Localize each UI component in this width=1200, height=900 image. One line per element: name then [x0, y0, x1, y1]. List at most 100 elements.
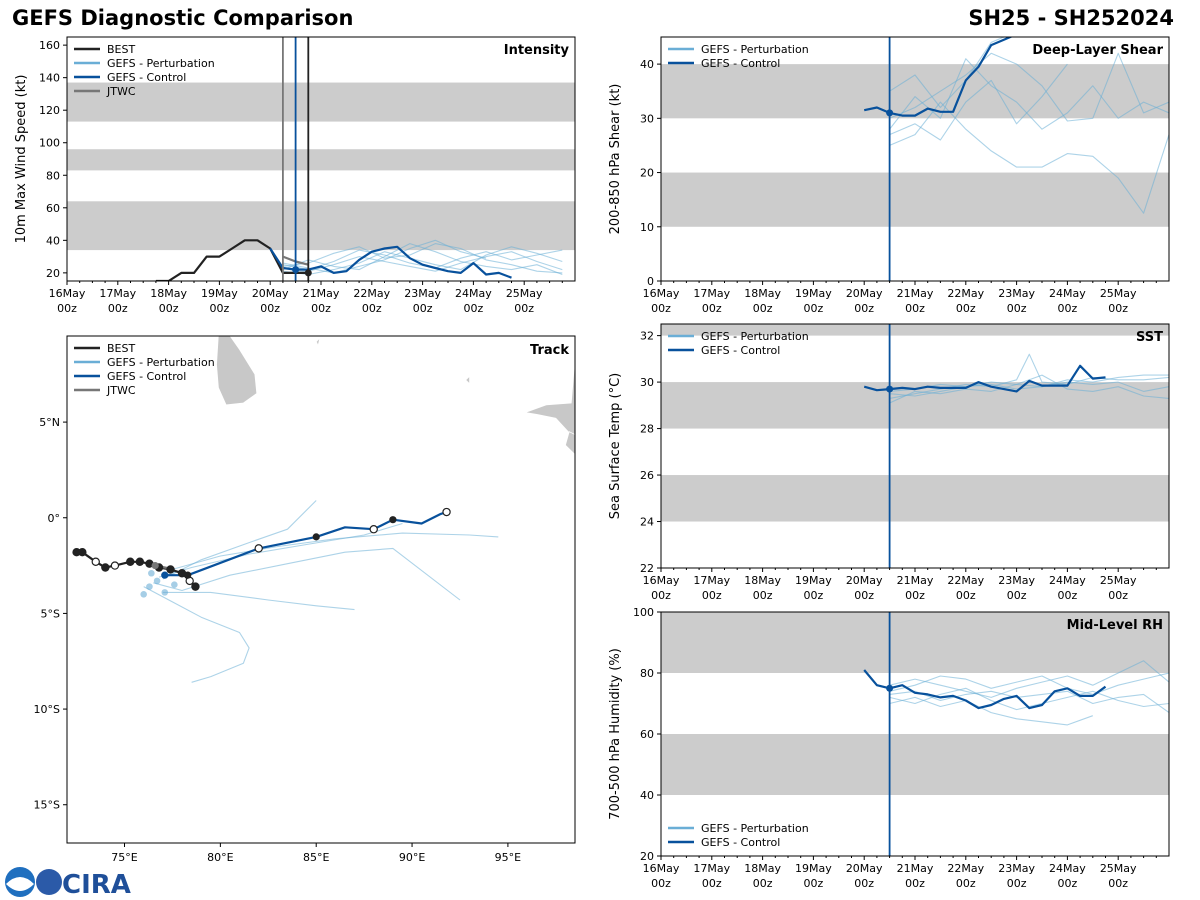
x-tick-day: 17May	[693, 862, 730, 875]
best-track-marker	[110, 561, 120, 570]
x-tick-hour: 00z	[260, 302, 280, 315]
y-tick-label: 20	[46, 267, 60, 280]
series-line-gefs-perturbation-6	[282, 239, 487, 274]
x-tick-hour: 00z	[1058, 589, 1078, 602]
x-tick-hour: 00z	[514, 302, 534, 315]
panel-title: Mid-Level RH	[1067, 618, 1163, 633]
jtwc-marker	[151, 561, 159, 570]
x-tick-hour: 00z	[362, 302, 382, 315]
best-track-marker	[101, 563, 110, 572]
y-tick-label: 40	[640, 58, 654, 71]
x-tick-hour: 00z	[210, 302, 230, 315]
track-line-best	[76, 551, 197, 588]
track-line-gefs-perturbation-5	[172, 532, 499, 570]
series-line-gefs-perturbation-4	[889, 696, 1093, 726]
lon-tick-label: 80°E	[207, 851, 233, 864]
x-tick-hour: 00z	[753, 877, 773, 890]
series-line-gefs-perturbation-1	[889, 52, 1169, 122]
intensity-panel: 20 40 60 80 100 120 140 160 16May 00z 17May 00z 18Ma…	[14, 36, 576, 315]
y-axis-label: 200-850 hPa Shear (kt)	[608, 84, 623, 235]
x-tick-day: 20May	[846, 574, 883, 587]
x-tick-hour: 00z	[702, 302, 722, 315]
x-tick-hour: 00z	[1007, 877, 1027, 890]
series-line-gefs-perturbation-5	[889, 63, 1068, 141]
control-init-marker	[886, 684, 894, 692]
y-tick-label: 100	[39, 137, 60, 150]
series-line-gefs-perturbation-2	[889, 687, 1169, 711]
x-tick-day: 19May	[795, 574, 832, 587]
best-track-marker	[191, 582, 200, 591]
y-tick-label: 40	[640, 789, 654, 802]
threshold-band	[67, 82, 575, 122]
x-tick-day: 17May	[693, 287, 730, 300]
lon-tick-label: 75°E	[111, 851, 137, 864]
x-tick-day: 16May	[643, 862, 680, 875]
legend-label: GEFS - Perturbation	[107, 356, 215, 369]
threshold-band	[661, 612, 1169, 673]
control-init-marker	[886, 109, 894, 117]
x-tick-day: 18May	[744, 287, 781, 300]
best-track-marker	[78, 547, 87, 557]
series-line-gefs-perturbation-4	[889, 374, 1169, 392]
x-tick-day: 24May	[1049, 287, 1086, 300]
y-axis-label: Sea Surface Temp (°C)	[608, 373, 623, 520]
x-tick-hour: 00z	[753, 302, 773, 315]
series-line-gefs-perturbation-1	[889, 353, 1169, 399]
threshold-band	[67, 149, 575, 171]
x-tick-day: 25May	[1100, 862, 1137, 875]
nicobar-land	[465, 375, 471, 385]
x-tick-hour: 00z	[1058, 302, 1078, 315]
y-tick-label: 10	[640, 221, 654, 234]
x-tick-hour: 00z	[753, 589, 773, 602]
threshold-band	[661, 475, 1169, 522]
track-line-gefs-perturbation-3	[143, 586, 250, 683]
series-line-gefs-perturbation-3	[282, 251, 563, 274]
series-line-gefs-perturbation-2	[889, 381, 1169, 397]
legend-label: BEST	[107, 342, 135, 355]
lat-tick-label: 15°S	[34, 799, 60, 812]
x-tick-hour: 00z	[651, 302, 671, 315]
y-tick-label: 24	[640, 516, 654, 529]
series-line-gefs-control	[863, 364, 1106, 393]
x-tick-day: 19May	[795, 862, 832, 875]
plot-area	[67, 37, 575, 281]
legend-label: GEFS - Control	[107, 71, 186, 84]
rh-panel: 20 40 60 80 100 16May 00z 17May 00z 18May 00z 19May…	[608, 606, 1170, 890]
x-tick-day: 25May	[506, 287, 543, 300]
x-tick-hour: 00z	[651, 877, 671, 890]
legend-label: GEFS - Perturbation	[701, 43, 809, 56]
x-tick-hour: 00z	[57, 302, 77, 315]
control-track-marker	[254, 544, 263, 553]
plot-area	[661, 612, 1169, 856]
x-tick-day: 22May	[353, 287, 390, 300]
cira-logo-text: CIRA	[62, 870, 131, 900]
series-line-gefs-control	[269, 245, 512, 279]
x-tick-day: 18May	[744, 862, 781, 875]
y-tick-label: 30	[640, 376, 654, 389]
x-tick-hour: 00z	[905, 877, 925, 890]
x-tick-day: 18May	[744, 574, 781, 587]
panel-title: SST	[1136, 330, 1163, 345]
y-tick-label: 120	[39, 104, 60, 117]
x-tick-hour: 00z	[651, 589, 671, 602]
x-tick-day: 21May	[303, 287, 340, 300]
x-tick-day: 23May	[404, 287, 441, 300]
y-tick-label: 140	[39, 72, 60, 85]
island-land	[315, 336, 321, 347]
lon-tick-label: 95°E	[495, 851, 521, 864]
x-tick-hour: 00z	[464, 302, 484, 315]
plot-area	[661, 37, 1169, 281]
y-axis-label: 10m Max Wind Speed (kt)	[14, 75, 29, 244]
x-tick-hour: 00z	[956, 877, 976, 890]
control-track-marker	[442, 507, 451, 517]
series-line-gefs-control	[863, 669, 1107, 710]
x-tick-day: 21May	[897, 862, 934, 875]
track-line-gefs-perturbation-4	[162, 591, 355, 611]
x-tick-hour: 00z	[1108, 302, 1128, 315]
x-tick-hour: 00z	[1108, 589, 1128, 602]
track-panel: 75°E 80°E 85°E 90°E 95°E 5°N 0° 5°S 10°S 15°S Trac…	[34, 335, 576, 864]
x-tick-hour: 00z	[956, 302, 976, 315]
x-tick-hour: 00z	[1007, 589, 1027, 602]
track-line-gefs-perturbation-1	[158, 522, 403, 578]
